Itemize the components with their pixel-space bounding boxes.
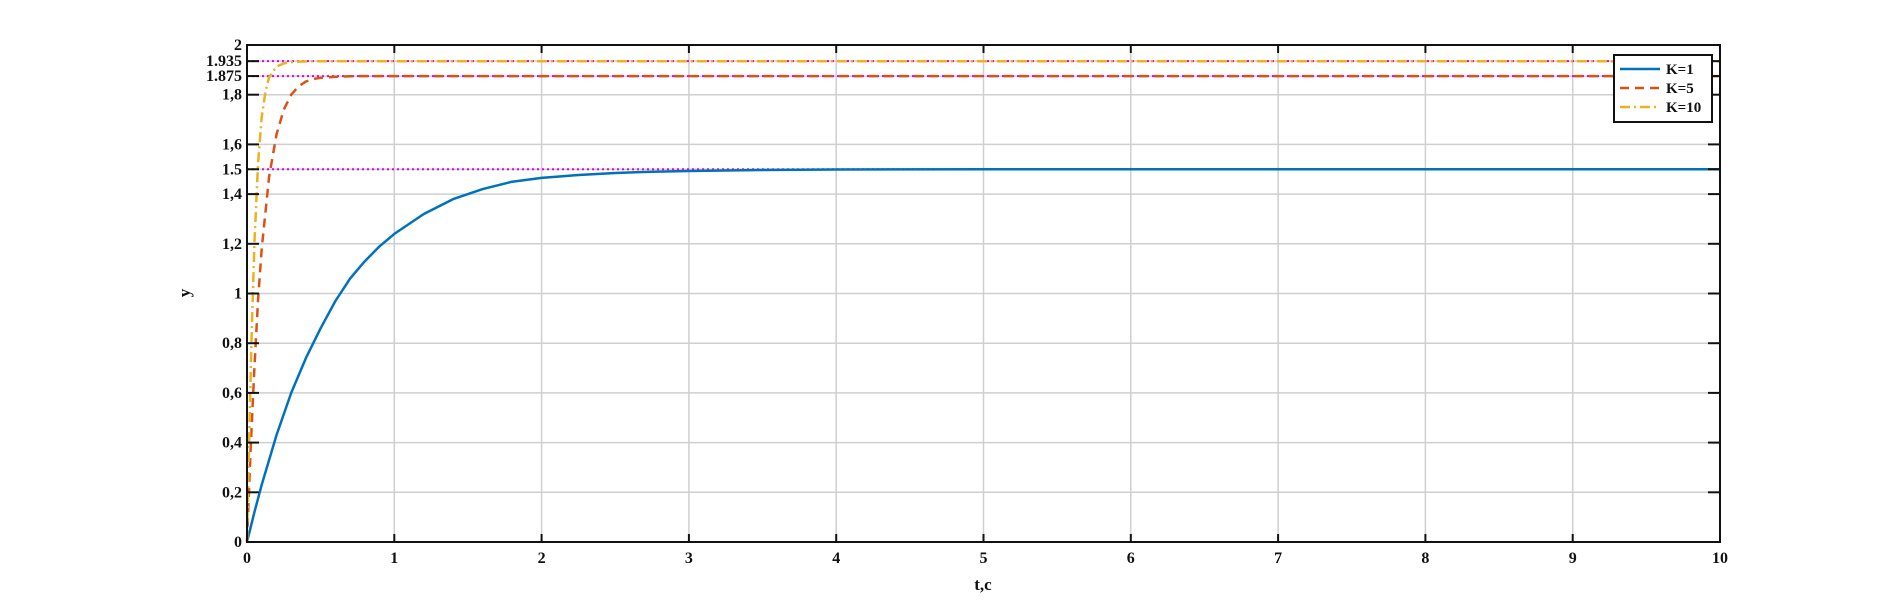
x-tick-label: 1 [390, 550, 398, 567]
y-tick-label: 1,4 [222, 186, 242, 203]
y-tick-label: 0,4 [222, 435, 242, 452]
y-tick-label: 0,2 [222, 484, 242, 501]
x-axis-label: t,c [974, 575, 992, 594]
y-tick-label: 1,2 [222, 236, 242, 253]
legend-label: K=5 [1666, 81, 1694, 97]
x-tick-label: 8 [1421, 550, 1429, 567]
y-tick-label: 0 [234, 534, 242, 551]
axis-ticks [246, 44, 1721, 543]
y-axis-label: y [175, 288, 194, 297]
x-tick-label: 9 [1569, 550, 1577, 567]
legend-box [1613, 54, 1713, 123]
series-line-k-5 [245, 74, 1720, 543]
x-tick-label: 2 [538, 550, 546, 567]
y-tick-label: 1,6 [222, 136, 242, 153]
y-tick-label: 1.875 [206, 68, 242, 85]
series-line-k-1 [245, 168, 1720, 543]
legend: K=1 K=5 K=10 [1613, 54, 1713, 123]
x-tick-label: 3 [685, 550, 693, 567]
y-tick-label: 0,6 [222, 385, 242, 402]
x-tick-label: 6 [1127, 550, 1135, 567]
y-tick-label: 2 [234, 37, 242, 54]
y-tick-label: 1 [234, 286, 242, 303]
y-tick-label: 0,8 [222, 335, 242, 352]
y-tick-label: 1.935 [206, 53, 242, 70]
x-tick-label: 10 [1712, 550, 1728, 567]
x-tick-label: 7 [1274, 550, 1282, 567]
y-tick-label: 1,8 [222, 87, 242, 104]
series-line-k-10 [245, 59, 1720, 543]
x-tick-label: 5 [980, 550, 988, 567]
x-tick-label: 4 [832, 550, 840, 567]
x-tick-label: 0 [243, 550, 251, 567]
legend-label: K=1 [1666, 62, 1694, 78]
y-tick-label: 1.5 [222, 161, 242, 178]
legend-label: K=10 [1666, 100, 1701, 116]
series-lines [245, 59, 1720, 543]
x-tick-labels: 0 1 2 3 4 5 6 7 8 9 10 [243, 550, 1728, 567]
